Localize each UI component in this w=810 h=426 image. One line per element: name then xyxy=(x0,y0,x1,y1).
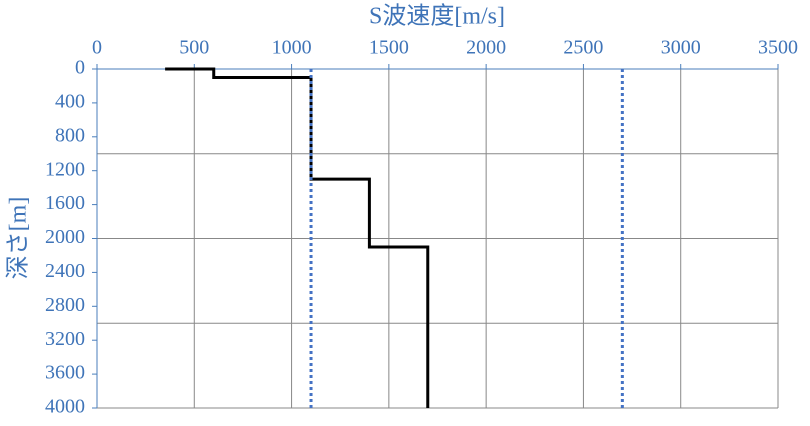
y-axis-title: 深さ[m] xyxy=(5,197,32,280)
x-tick-label: 500 xyxy=(179,37,209,59)
y-tick-label: 1600 xyxy=(45,192,85,214)
x-tick-label: 2500 xyxy=(563,37,603,59)
y-tick-label: 800 xyxy=(55,124,85,146)
y-tick-label: 400 xyxy=(55,90,85,112)
y-tick-label: 3200 xyxy=(45,328,85,350)
x-tick-label: 3500 xyxy=(758,37,798,59)
y-tick-label: 4000 xyxy=(45,396,85,418)
x-axis-title: S波速度[m/s] xyxy=(369,3,505,30)
x-tick-label: 1500 xyxy=(369,37,409,59)
y-tick-label: 3600 xyxy=(45,362,85,384)
y-tick-label: 2400 xyxy=(45,260,85,282)
y-tick-label: 2800 xyxy=(45,294,85,316)
y-tick-label: 2000 xyxy=(45,226,85,248)
y-tick-label: 0 xyxy=(75,57,85,79)
y-tick-label: 1200 xyxy=(45,158,85,180)
x-tick-label: 2000 xyxy=(466,37,506,59)
x-tick-label: 1000 xyxy=(272,37,312,59)
x-tick-label: 3000 xyxy=(661,37,701,59)
x-tick-label: 0 xyxy=(92,37,102,59)
